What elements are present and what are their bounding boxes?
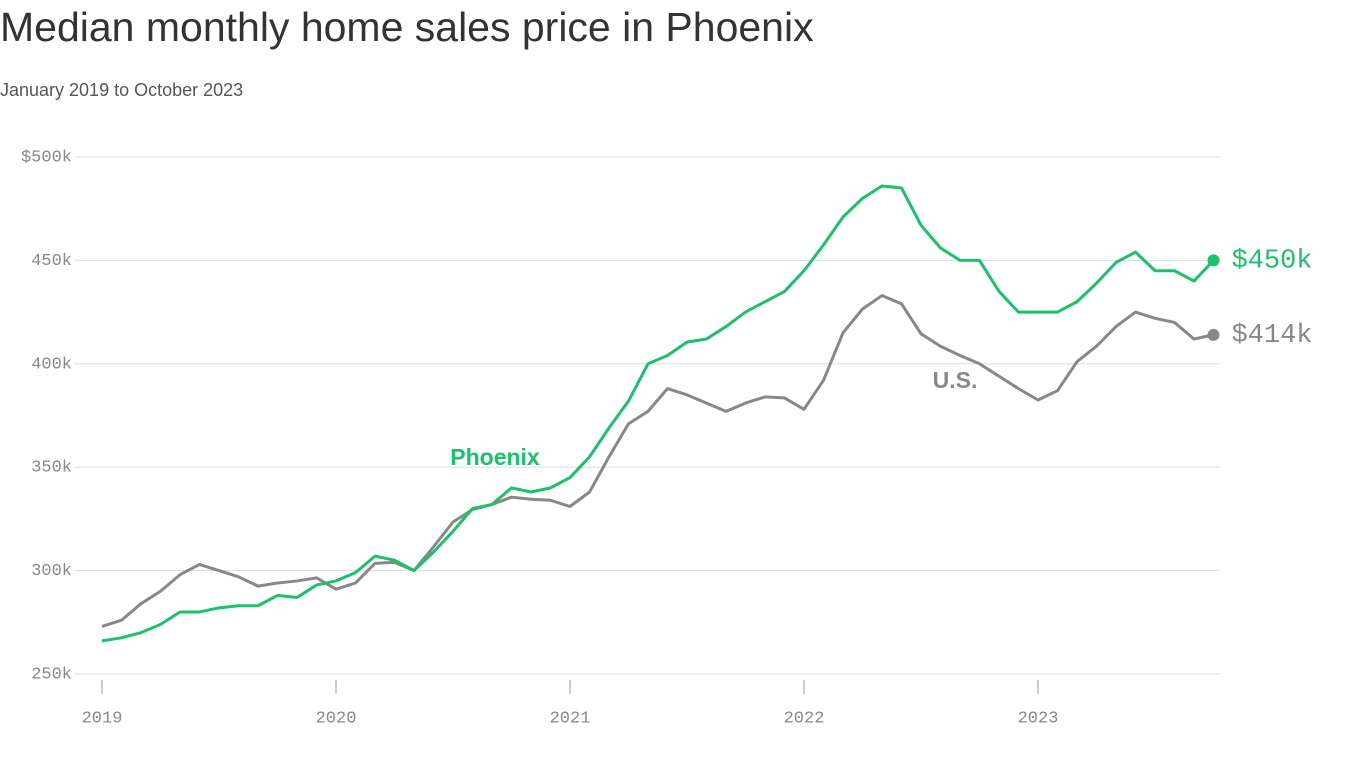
x-tick-label: 2020	[316, 709, 357, 728]
x-tick-label: 2023	[1018, 709, 1059, 728]
y-tick-label: 400k	[31, 355, 72, 374]
y-tick-label: $500k	[21, 148, 72, 167]
value-label: $414k	[1232, 321, 1313, 351]
y-tick-label: 300k	[31, 562, 72, 581]
x-tick-label: 2022	[784, 709, 825, 728]
series-name: Phoenix	[450, 444, 540, 470]
chart-title: Median monthly home sales price in Phoen…	[0, 4, 814, 50]
x-tick-label: 2019	[82, 709, 123, 728]
end-dot	[1207, 328, 1220, 341]
x-tick-label: 2021	[550, 709, 591, 728]
y-tick-label: 250k	[31, 665, 72, 684]
series-line	[101, 294, 1214, 628]
y-tick-label: 450k	[31, 252, 72, 271]
series-line	[101, 184, 1215, 643]
chart-subtitle: January 2019 to October 2023	[0, 80, 243, 100]
series-name: U.S.	[933, 367, 978, 393]
value-label: $450k	[1232, 247, 1313, 277]
end-dot	[1207, 254, 1220, 267]
y-tick-label: 350k	[31, 459, 72, 478]
